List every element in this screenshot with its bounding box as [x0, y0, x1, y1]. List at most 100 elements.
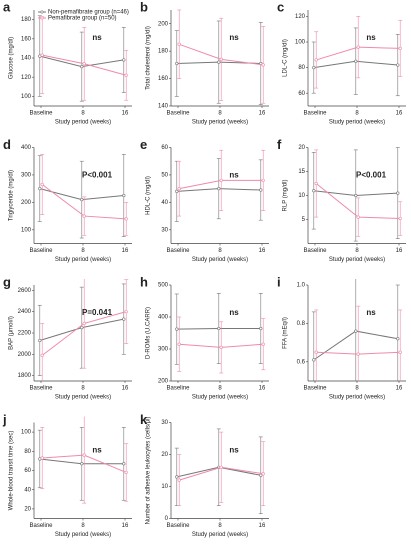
panel-letter: j: [2, 412, 7, 427]
panel-letter: h: [140, 274, 148, 289]
plot: [37, 154, 129, 239]
x-tick-label: 16: [259, 523, 266, 529]
y-tick-label: 0.6: [297, 359, 306, 365]
point: [122, 462, 126, 466]
point: [354, 329, 358, 333]
point: [356, 215, 360, 219]
plot: [174, 428, 266, 515]
point: [219, 345, 223, 350]
point: [354, 193, 358, 198]
point: [398, 350, 402, 354]
point: [124, 310, 128, 314]
point: [175, 475, 179, 479]
point: [38, 187, 42, 191]
plot: [311, 147, 403, 242]
y-axis-label: RLP (mg/dl): [283, 180, 289, 212]
x-tick-label: Baseline: [166, 248, 190, 254]
point: [259, 473, 263, 477]
y-tick-label: 2600: [18, 288, 32, 294]
panel-letter: i: [277, 274, 281, 289]
plot: [174, 293, 266, 374]
x-axis-label: Study period (weeks): [192, 120, 248, 126]
point: [82, 214, 86, 218]
y-tick-label: 300: [21, 173, 32, 179]
point: [177, 187, 181, 191]
y-tick-label: 30: [161, 420, 168, 426]
y-axis-label: BAP (μmol/l): [9, 316, 15, 350]
point: [40, 182, 44, 187]
x-tick-label: 16: [122, 248, 129, 254]
point: [217, 60, 221, 64]
panel-letter: d: [3, 137, 11, 152]
point: [354, 59, 358, 63]
plot: [37, 416, 129, 504]
x-axis-label: Study period (weeks): [55, 532, 111, 538]
y-tick-label: 200: [21, 200, 32, 206]
point: [261, 342, 265, 346]
panel-letter: c: [277, 0, 284, 14]
y-axis-label: LDL-C (mg/dl): [283, 39, 289, 77]
y-tick-label: 5: [302, 217, 306, 223]
y-tick-label: 15: [298, 169, 305, 175]
x-tick-label: Baseline: [29, 111, 53, 117]
y-tick-label: 500: [158, 283, 169, 289]
point: [80, 65, 84, 69]
y-tick-label: 20: [24, 506, 31, 512]
x-axis-label: Study period (weeks): [55, 257, 111, 263]
point: [122, 58, 126, 62]
x-tick-label: 16: [259, 248, 266, 254]
annotation: ns: [366, 308, 376, 317]
x-axis-label: Study period (weeks): [55, 395, 111, 401]
point: [82, 321, 86, 326]
x-tick-label: Baseline: [303, 111, 327, 117]
x-tick-label: Baseline: [166, 523, 190, 529]
y-tick-label: 140: [21, 56, 32, 62]
y-tick-label: 60: [161, 145, 168, 151]
y-axis-label: D-ROMs (U.CARR): [146, 307, 152, 359]
x-axis-label: Study period (weeks): [55, 120, 111, 126]
y-tick-label: 20: [298, 145, 305, 151]
y-tick-label: 80: [24, 449, 31, 455]
point: [124, 217, 128, 221]
annotation: ns: [229, 446, 239, 455]
panel: k 0 10 20 30 Baseline 8 16 Study period (weeks) N…: [140, 412, 269, 538]
point: [177, 478, 181, 482]
point: [398, 46, 402, 51]
y-tick-label: 0: [165, 516, 169, 522]
point: [219, 178, 223, 183]
x-tick-label: 16: [122, 111, 129, 117]
point: [177, 342, 181, 346]
y-tick-label: 10: [161, 484, 168, 490]
point: [398, 216, 402, 221]
x-tick-label: 16: [396, 386, 403, 392]
y-tick-label: 2000: [18, 352, 32, 358]
y-axis-label: Number of adhesive leukocytes (cells/μl): [146, 417, 152, 525]
point: [396, 337, 400, 341]
point: [396, 191, 400, 195]
point: [259, 326, 263, 331]
panel-letter: g: [3, 274, 11, 289]
legend-label: Non-pemafibrate group (n=46): [48, 10, 129, 16]
y-tick-label: 400: [158, 315, 169, 321]
x-tick-label: 8: [355, 386, 359, 392]
x-tick-label: 8: [81, 248, 85, 254]
y-tick-label: 200: [158, 379, 169, 385]
y-tick-label: 0.8: [297, 321, 306, 327]
panel: e 30 40 50 60 Baseline 8 16 Study period (weeks)…: [140, 137, 269, 263]
point: [217, 187, 221, 191]
point: [122, 317, 126, 321]
plot: [37, 15, 129, 102]
x-tick-label: Baseline: [166, 386, 190, 392]
point: [124, 73, 128, 77]
x-axis-label: Study period (weeks): [192, 257, 248, 263]
x-tick-label: 16: [259, 386, 266, 392]
panel-letter: k: [140, 412, 148, 427]
point: [177, 42, 181, 46]
point: [314, 58, 318, 62]
panel: h 200 300 400 500 Baseline 8 16 Study period (we…: [140, 274, 269, 401]
point: [261, 178, 265, 183]
x-tick-label: 8: [355, 111, 359, 117]
point: [312, 358, 316, 362]
y-tick-label: 80: [298, 65, 305, 71]
